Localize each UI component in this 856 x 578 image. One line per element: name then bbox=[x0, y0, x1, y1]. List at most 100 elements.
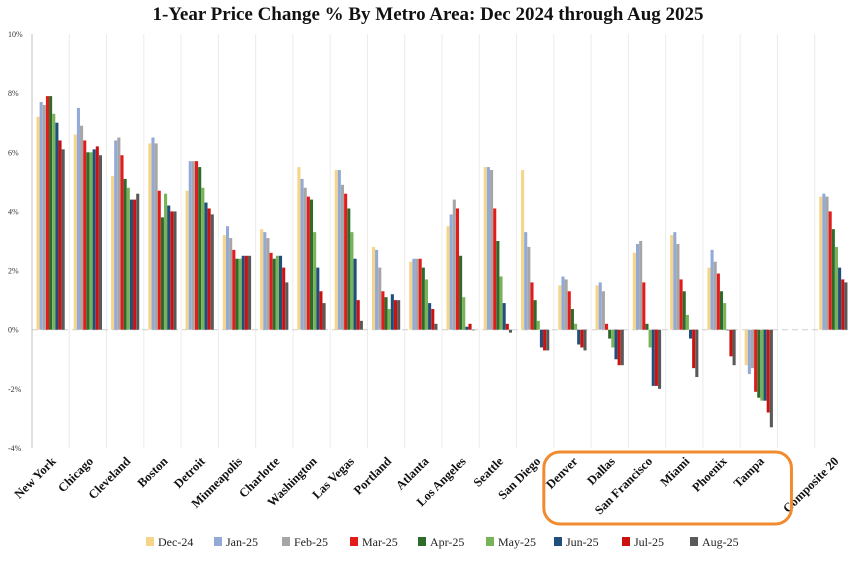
bar-jul-25-los-angeles bbox=[468, 323, 472, 330]
y-tick-label: 6% bbox=[8, 148, 19, 157]
bar-aug-25-san-diego bbox=[546, 329, 550, 351]
bar-jun-25-boston bbox=[167, 205, 171, 330]
legend-label: Aug-25 bbox=[702, 535, 739, 549]
bar-jul-25-new-york bbox=[58, 140, 62, 330]
legend-swatch bbox=[350, 537, 358, 546]
bar-aug-25-dallas bbox=[620, 329, 624, 366]
bar-jun-25-los-angeles bbox=[465, 326, 469, 330]
bar-jan-25-san-francisco bbox=[635, 243, 640, 330]
bar-feb-25-detroit bbox=[191, 161, 195, 330]
y-tick-label: 10% bbox=[8, 30, 23, 39]
bar-may-25-los-angeles bbox=[462, 297, 466, 330]
bar-jun-25-portland bbox=[390, 294, 394, 330]
bar-apr-25-cleveland bbox=[123, 178, 127, 330]
bar-may-25-miami bbox=[685, 314, 689, 330]
bar-may-25-dallas bbox=[611, 329, 615, 348]
bar-apr-25-chicago bbox=[86, 152, 90, 330]
bar-aug-25-tampa bbox=[769, 329, 773, 428]
bar-feb-25-charlotte bbox=[266, 238, 270, 330]
bar-aug-25-atlanta bbox=[434, 323, 438, 330]
bar-dec-24-portland bbox=[371, 246, 376, 330]
x-tick-label: Phoenix bbox=[689, 454, 730, 495]
bar-mar-25-denver bbox=[567, 291, 571, 330]
legend-label: Mar-25 bbox=[362, 535, 398, 549]
bar-mar-25-minneapolis bbox=[232, 249, 236, 330]
bar-dec-24-las-vegas bbox=[334, 170, 338, 330]
legend-swatch bbox=[622, 537, 630, 546]
bar-aug-25-new-york bbox=[61, 149, 65, 330]
bar-aug-25-denver bbox=[583, 329, 587, 351]
bar-feb-25-san-francisco bbox=[639, 241, 643, 330]
legend-swatch bbox=[554, 537, 562, 546]
bar-feb-25-new-york bbox=[42, 104, 46, 330]
bar-may-25-new-york bbox=[52, 113, 56, 330]
highlight-annotation bbox=[542, 450, 793, 526]
bar-apr-25-washington bbox=[309, 199, 314, 330]
bar-apr-25-detroit bbox=[198, 167, 202, 330]
bar-jun-25-washington bbox=[316, 267, 320, 330]
y-tick-label: 2% bbox=[8, 267, 19, 276]
bar-jul-25-atlanta bbox=[431, 309, 435, 330]
bar-feb-25-miami bbox=[676, 243, 680, 330]
bar-mar-25-los-angeles bbox=[455, 208, 459, 330]
bar-may-25-atlanta bbox=[424, 279, 429, 330]
bar-aug-25-minneapolis bbox=[248, 255, 252, 330]
legend-label: Jan-25 bbox=[226, 535, 258, 549]
x-tick-label: Dallas bbox=[584, 454, 618, 488]
bar-jan-25-washington bbox=[300, 178, 304, 330]
legend-item: Feb-25 bbox=[282, 535, 328, 549]
bar-aug-25-los-angeles bbox=[471, 329, 475, 331]
bar-jul-25-phoenix bbox=[729, 329, 733, 357]
bar-dec-24-detroit bbox=[185, 190, 189, 330]
bar-jan-25-minneapolis bbox=[225, 226, 230, 330]
bar-feb-25-denver bbox=[564, 279, 568, 330]
bar-dec-24-dallas bbox=[595, 285, 599, 330]
x-tick-label: Boston bbox=[135, 454, 171, 490]
bar-may-25-minneapolis bbox=[238, 258, 242, 330]
bar-mar-25-san-diego bbox=[530, 282, 534, 330]
legend: Dec-24 Jan-25 Feb-25 Mar-25 Apr-25 May-25 Jun-… bbox=[146, 535, 739, 549]
bar-jul-25-san-diego bbox=[543, 329, 547, 351]
legend-item: Aug-25 bbox=[690, 535, 739, 549]
bar-feb-25-boston bbox=[154, 143, 158, 330]
bar-dec-24-washington bbox=[297, 167, 301, 330]
bar-dec-24-atlanta bbox=[409, 261, 413, 330]
bar-apr-25-charlotte bbox=[272, 258, 276, 330]
bar-jan-25-detroit bbox=[188, 161, 192, 330]
bar-aug-25-charlotte bbox=[285, 282, 289, 330]
legend-label: Jun-25 bbox=[566, 535, 599, 549]
bars bbox=[36, 96, 848, 428]
bar-aug-25-phoenix bbox=[732, 329, 736, 366]
bar-jan-25-san-diego bbox=[524, 232, 528, 330]
bar-feb-25-composite-20 bbox=[825, 196, 829, 330]
bar-aug-25-las-vegas bbox=[359, 320, 363, 330]
bar-feb-25-atlanta bbox=[415, 258, 419, 330]
bar-jan-25-las-vegas bbox=[337, 170, 341, 330]
bar-mar-25-seattle bbox=[493, 208, 497, 330]
bar-jun-25-charlotte bbox=[278, 255, 283, 330]
bar-jan-25-atlanta bbox=[412, 258, 416, 330]
bar-mar-25-charlotte bbox=[269, 252, 273, 330]
bar-jun-25-seattle bbox=[502, 303, 506, 330]
bar-jan-25-dallas bbox=[598, 282, 602, 330]
bar-apr-25-portland bbox=[384, 297, 388, 330]
bar-apr-25-minneapolis bbox=[235, 258, 239, 330]
legend-item: Mar-25 bbox=[350, 535, 398, 549]
bar-feb-25-seattle bbox=[490, 170, 494, 330]
bar-jun-25-denver bbox=[577, 329, 581, 345]
legend-swatch bbox=[282, 537, 290, 546]
bar-apr-25-los-angeles bbox=[459, 255, 463, 330]
bar-jul-25-san-francisco bbox=[654, 329, 658, 386]
bar-jun-25-cleveland bbox=[129, 199, 133, 330]
bar-dec-24-minneapolis bbox=[222, 235, 226, 330]
bar-mar-25-atlanta bbox=[418, 258, 422, 330]
legend-item: Jun-25 bbox=[554, 535, 599, 549]
bar-may-25-san-diego bbox=[536, 320, 540, 330]
bar-apr-25-dallas bbox=[608, 329, 612, 339]
bar-jul-25-miami bbox=[692, 329, 696, 369]
bar-dec-24-denver bbox=[558, 285, 562, 330]
y-tick-label: 0% bbox=[8, 326, 19, 335]
legend-swatch bbox=[486, 537, 494, 546]
